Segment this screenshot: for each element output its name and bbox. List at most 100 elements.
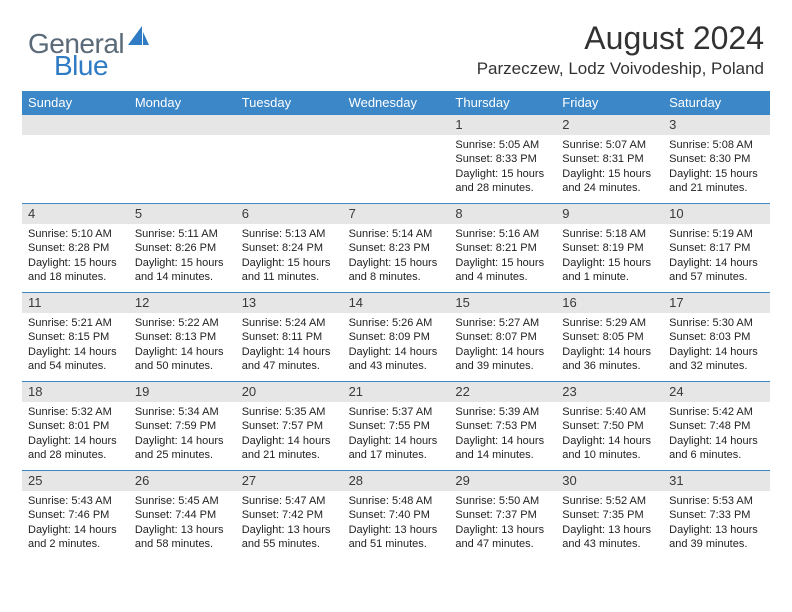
day-cell: 30Sunrise: 5:52 AMSunset: 7:35 PMDayligh… xyxy=(556,471,663,559)
day-number: 21 xyxy=(343,382,450,402)
day-cell xyxy=(343,115,450,203)
day-number: 13 xyxy=(236,293,343,313)
daylight-text: Daylight: 15 hours and 1 minute. xyxy=(562,256,657,285)
day-details: Sunrise: 5:14 AMSunset: 8:23 PMDaylight:… xyxy=(343,224,450,286)
day-number: 27 xyxy=(236,471,343,491)
day-number: 26 xyxy=(129,471,236,491)
day-number: 14 xyxy=(343,293,450,313)
day-number xyxy=(343,115,450,135)
daylight-text: Daylight: 13 hours and 39 minutes. xyxy=(669,523,764,552)
day-number: 18 xyxy=(22,382,129,402)
daylight-text: Daylight: 14 hours and 17 minutes. xyxy=(349,434,444,463)
day-details: Sunrise: 5:37 AMSunset: 7:55 PMDaylight:… xyxy=(343,402,450,464)
day-details: Sunrise: 5:24 AMSunset: 8:11 PMDaylight:… xyxy=(236,313,343,375)
day-details: Sunrise: 5:13 AMSunset: 8:24 PMDaylight:… xyxy=(236,224,343,286)
sunset-text: Sunset: 7:33 PM xyxy=(669,508,764,522)
day-number: 6 xyxy=(236,204,343,224)
day-number: 9 xyxy=(556,204,663,224)
day-cell: 21Sunrise: 5:37 AMSunset: 7:55 PMDayligh… xyxy=(343,382,450,470)
sunrise-text: Sunrise: 5:27 AM xyxy=(455,316,550,330)
day-details: Sunrise: 5:48 AMSunset: 7:40 PMDaylight:… xyxy=(343,491,450,553)
day-number: 12 xyxy=(129,293,236,313)
day-number: 29 xyxy=(449,471,556,491)
sunset-text: Sunset: 8:19 PM xyxy=(562,241,657,255)
daylight-text: Daylight: 14 hours and 43 minutes. xyxy=(349,345,444,374)
sunrise-text: Sunrise: 5:10 AM xyxy=(28,227,123,241)
daylight-text: Daylight: 15 hours and 24 minutes. xyxy=(562,167,657,196)
day-cell xyxy=(129,115,236,203)
day-number: 1 xyxy=(449,115,556,135)
day-cell: 12Sunrise: 5:22 AMSunset: 8:13 PMDayligh… xyxy=(129,293,236,381)
day-number: 8 xyxy=(449,204,556,224)
day-number: 17 xyxy=(663,293,770,313)
day-cell: 1Sunrise: 5:05 AMSunset: 8:33 PMDaylight… xyxy=(449,115,556,203)
daylight-text: Daylight: 14 hours and 54 minutes. xyxy=(28,345,123,374)
day-details: Sunrise: 5:22 AMSunset: 8:13 PMDaylight:… xyxy=(129,313,236,375)
daylight-text: Daylight: 14 hours and 10 minutes. xyxy=(562,434,657,463)
sunset-text: Sunset: 7:59 PM xyxy=(135,419,230,433)
day-number: 19 xyxy=(129,382,236,402)
daylight-text: Daylight: 15 hours and 18 minutes. xyxy=(28,256,123,285)
daylight-text: Daylight: 14 hours and 2 minutes. xyxy=(28,523,123,552)
day-number: 23 xyxy=(556,382,663,402)
day-cell: 14Sunrise: 5:26 AMSunset: 8:09 PMDayligh… xyxy=(343,293,450,381)
day-cell: 16Sunrise: 5:29 AMSunset: 8:05 PMDayligh… xyxy=(556,293,663,381)
sunrise-text: Sunrise: 5:37 AM xyxy=(349,405,444,419)
day-details xyxy=(129,135,236,140)
day-number: 10 xyxy=(663,204,770,224)
sunset-text: Sunset: 8:07 PM xyxy=(455,330,550,344)
day-cell: 5Sunrise: 5:11 AMSunset: 8:26 PMDaylight… xyxy=(129,204,236,292)
daylight-text: Daylight: 15 hours and 4 minutes. xyxy=(455,256,550,285)
day-cell: 13Sunrise: 5:24 AMSunset: 8:11 PMDayligh… xyxy=(236,293,343,381)
day-number: 4 xyxy=(22,204,129,224)
daylight-text: Daylight: 13 hours and 47 minutes. xyxy=(455,523,550,552)
day-cell: 28Sunrise: 5:48 AMSunset: 7:40 PMDayligh… xyxy=(343,471,450,559)
sunrise-text: Sunrise: 5:53 AM xyxy=(669,494,764,508)
daylight-text: Daylight: 14 hours and 39 minutes. xyxy=(455,345,550,374)
sunrise-text: Sunrise: 5:11 AM xyxy=(135,227,230,241)
day-number: 24 xyxy=(663,382,770,402)
day-number: 20 xyxy=(236,382,343,402)
day-cell: 24Sunrise: 5:42 AMSunset: 7:48 PMDayligh… xyxy=(663,382,770,470)
day-cell: 3Sunrise: 5:08 AMSunset: 8:30 PMDaylight… xyxy=(663,115,770,203)
daylight-text: Daylight: 13 hours and 51 minutes. xyxy=(349,523,444,552)
weekday-header: Sunday xyxy=(22,91,129,115)
sunrise-text: Sunrise: 5:13 AM xyxy=(242,227,337,241)
sunrise-text: Sunrise: 5:45 AM xyxy=(135,494,230,508)
weekday-header: Thursday xyxy=(449,91,556,115)
sunrise-text: Sunrise: 5:39 AM xyxy=(455,405,550,419)
sunset-text: Sunset: 7:55 PM xyxy=(349,419,444,433)
sunset-text: Sunset: 7:57 PM xyxy=(242,419,337,433)
day-details: Sunrise: 5:45 AMSunset: 7:44 PMDaylight:… xyxy=(129,491,236,553)
sunset-text: Sunset: 8:11 PM xyxy=(242,330,337,344)
sunset-text: Sunset: 8:26 PM xyxy=(135,241,230,255)
day-cell: 23Sunrise: 5:40 AMSunset: 7:50 PMDayligh… xyxy=(556,382,663,470)
sunset-text: Sunset: 8:15 PM xyxy=(28,330,123,344)
day-cell: 29Sunrise: 5:50 AMSunset: 7:37 PMDayligh… xyxy=(449,471,556,559)
daylight-text: Daylight: 14 hours and 36 minutes. xyxy=(562,345,657,374)
day-cell: 11Sunrise: 5:21 AMSunset: 8:15 PMDayligh… xyxy=(22,293,129,381)
day-details: Sunrise: 5:11 AMSunset: 8:26 PMDaylight:… xyxy=(129,224,236,286)
daylight-text: Daylight: 13 hours and 58 minutes. xyxy=(135,523,230,552)
day-number xyxy=(22,115,129,135)
day-details: Sunrise: 5:26 AMSunset: 8:09 PMDaylight:… xyxy=(343,313,450,375)
sunrise-text: Sunrise: 5:21 AM xyxy=(28,316,123,330)
sunrise-text: Sunrise: 5:22 AM xyxy=(135,316,230,330)
week-row: 1Sunrise: 5:05 AMSunset: 8:33 PMDaylight… xyxy=(22,115,770,204)
sunrise-text: Sunrise: 5:30 AM xyxy=(669,316,764,330)
day-cell: 19Sunrise: 5:34 AMSunset: 7:59 PMDayligh… xyxy=(129,382,236,470)
day-cell: 20Sunrise: 5:35 AMSunset: 7:57 PMDayligh… xyxy=(236,382,343,470)
day-details: Sunrise: 5:18 AMSunset: 8:19 PMDaylight:… xyxy=(556,224,663,286)
sunrise-text: Sunrise: 5:24 AM xyxy=(242,316,337,330)
day-details: Sunrise: 5:39 AMSunset: 7:53 PMDaylight:… xyxy=(449,402,556,464)
day-cell: 9Sunrise: 5:18 AMSunset: 8:19 PMDaylight… xyxy=(556,204,663,292)
daylight-text: Daylight: 14 hours and 14 minutes. xyxy=(455,434,550,463)
day-cell xyxy=(22,115,129,203)
day-details: Sunrise: 5:08 AMSunset: 8:30 PMDaylight:… xyxy=(663,135,770,197)
sunrise-text: Sunrise: 5:14 AM xyxy=(349,227,444,241)
week-row: 18Sunrise: 5:32 AMSunset: 8:01 PMDayligh… xyxy=(22,382,770,471)
day-details xyxy=(236,135,343,140)
sunset-text: Sunset: 8:30 PM xyxy=(669,152,764,166)
sunrise-text: Sunrise: 5:50 AM xyxy=(455,494,550,508)
daylight-text: Daylight: 14 hours and 50 minutes. xyxy=(135,345,230,374)
